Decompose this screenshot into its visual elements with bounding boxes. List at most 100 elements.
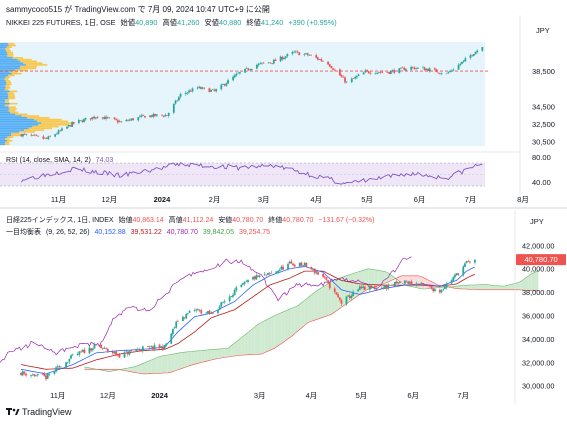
cloud-segment (481, 284, 485, 290)
vp-bar-down (5, 143, 10, 146)
candle-body (422, 283, 425, 285)
top-price-pane[interactable] (0, 42, 520, 146)
cloud-segment (204, 349, 208, 362)
cloud-segment (147, 360, 152, 374)
cloud-segment (324, 283, 329, 317)
candle-body (144, 116, 146, 118)
cloud-segment (271, 315, 275, 350)
candle-body (116, 354, 119, 356)
bottom-price-tick: 36,000.00 (522, 312, 554, 321)
candle-body (58, 366, 61, 368)
candle-body (213, 89, 216, 91)
cloud-segment (488, 284, 492, 290)
vp-bar-down (21, 115, 40, 117)
candle-body (328, 282, 331, 289)
candle-body (364, 70, 367, 73)
cloud-segment (464, 285, 469, 290)
candle-body (398, 68, 401, 74)
candle-body (403, 280, 406, 284)
senkou-span-a (84, 268, 539, 372)
candle-body (96, 117, 99, 118)
candle-body (439, 73, 441, 75)
top-price-tick: 38,500 (532, 67, 555, 76)
candle-body (293, 51, 296, 53)
bottom-time-axis: 11月 12月 2024 3月 4月 5月 6月 7月 (50, 391, 469, 400)
candle-body (170, 333, 173, 344)
candle-body (350, 295, 353, 298)
vp-bar-up (0, 108, 10, 110)
candle-body (250, 68, 253, 70)
candle-body (271, 63, 274, 64)
candle-body (233, 289, 236, 296)
cloud-segment (187, 351, 192, 367)
candle-body (450, 70, 453, 72)
candle-body (283, 57, 285, 60)
candle-body (279, 56, 282, 62)
candle-body (328, 64, 331, 67)
time-tick: 12月 (100, 391, 116, 400)
candle-body (56, 366, 59, 368)
candle-body (217, 309, 219, 314)
candle-body (323, 276, 326, 278)
vp-bar-down (37, 120, 68, 123)
vp-bar-down (4, 78, 9, 80)
candle-body (44, 137, 46, 139)
candle-body (137, 117, 140, 121)
candle-body (382, 287, 385, 289)
bottom-price-tick: 40,000.00 (522, 265, 554, 274)
candle-body (66, 126, 68, 129)
vp-bar-down (15, 113, 28, 116)
candle-body (274, 59, 277, 62)
vp-bar-up (0, 104, 5, 107)
candle-body (187, 313, 189, 314)
cloud-segment (244, 332, 248, 355)
time-tick: 8月 (517, 195, 529, 204)
bottom-price-axis: 42,000.00 40,000.00 38,000.00 36,000.00 34,0… (522, 241, 554, 390)
candle-body (33, 374, 36, 377)
candle-body (175, 321, 178, 328)
cloud-segment (261, 320, 265, 355)
vp-bar-down (20, 65, 37, 68)
candle-body (415, 283, 418, 285)
bottom-price-pane[interactable] (0, 256, 539, 381)
candle-body (428, 68, 431, 72)
vp-bar-up (0, 51, 8, 54)
candle-body (222, 84, 224, 85)
candle-body (163, 344, 166, 350)
last-price-badge: 40,780.70 (516, 254, 566, 266)
candle-body (139, 116, 141, 117)
vp-bar-down (5, 79, 11, 82)
candle-body (292, 263, 294, 266)
candle-body (442, 289, 445, 291)
candle-body (378, 72, 380, 73)
candle-body (417, 284, 420, 285)
candle-body (303, 262, 306, 266)
candle-body (357, 289, 360, 292)
candle-body (195, 309, 198, 311)
candle-body (165, 343, 168, 346)
vp-bar-up (0, 102, 10, 105)
cloud-segment (508, 284, 512, 290)
vp-bar-up (0, 134, 11, 137)
candle-body (432, 288, 435, 292)
candle-body (245, 281, 248, 282)
candle-body (200, 310, 203, 314)
candle-body (317, 272, 319, 275)
candle-body (338, 297, 341, 300)
cloud-segment (264, 319, 268, 353)
candle-body (115, 119, 118, 121)
candle-body (380, 287, 383, 289)
candle-body (223, 301, 226, 303)
cloud-segment (458, 285, 462, 289)
candle-body (415, 68, 418, 69)
candle-body (381, 71, 384, 73)
cloud-segment (328, 281, 332, 316)
rsi-axis-80: 80.00 (532, 153, 551, 162)
candle-body (310, 266, 313, 270)
cloud-segment (384, 271, 389, 284)
candle-body (373, 286, 376, 290)
cloud-segment (214, 349, 218, 360)
candle-body (281, 56, 284, 60)
candle-body (282, 266, 284, 270)
candle-body (310, 54, 313, 56)
